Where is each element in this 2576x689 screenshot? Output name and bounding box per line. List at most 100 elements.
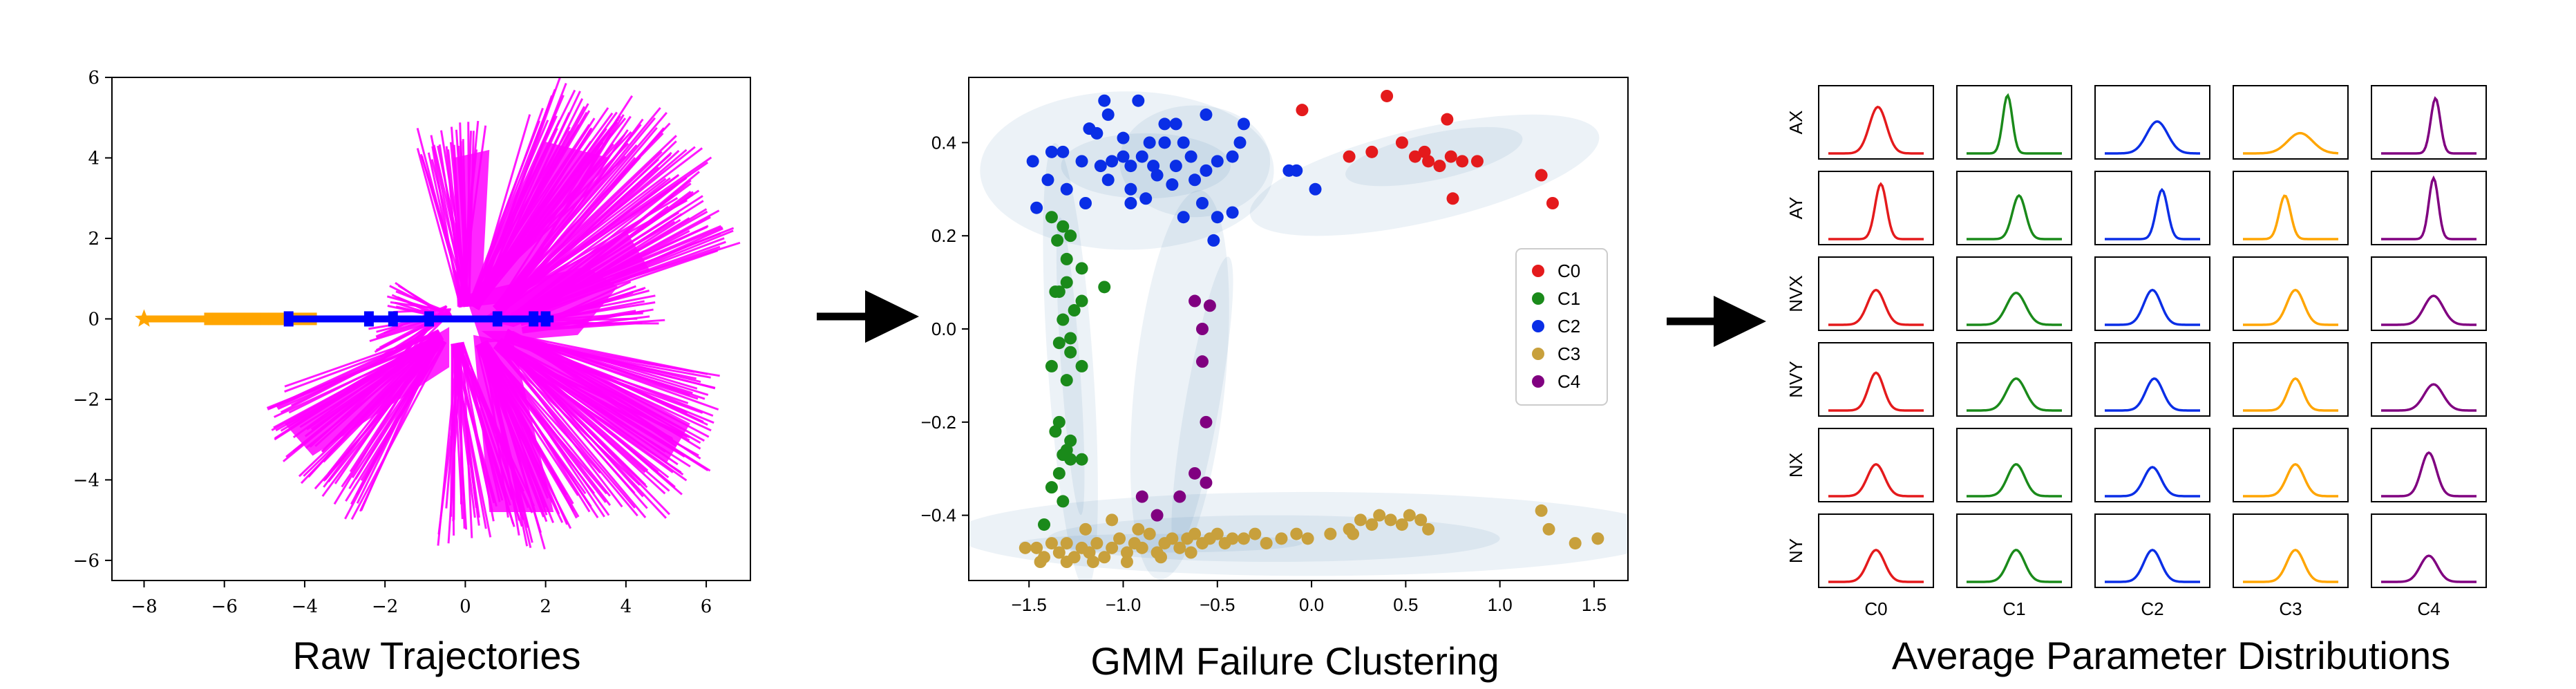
data-point-C0 xyxy=(1396,136,1408,149)
distribution-cell xyxy=(1957,86,2072,159)
raw-x-tick-label: −4 xyxy=(292,596,318,617)
distribution-cell xyxy=(2371,343,2486,416)
data-point-C2 xyxy=(1200,164,1212,177)
data-point-C2 xyxy=(1151,169,1164,182)
blue-trajectory-marker xyxy=(529,311,538,326)
data-point-C0 xyxy=(1441,113,1453,126)
legend-marker-C0 xyxy=(1532,265,1544,277)
data-point-C1 xyxy=(1064,453,1077,466)
trajectory-line xyxy=(451,344,453,517)
data-point-C3 xyxy=(1132,523,1144,536)
data-point-C4 xyxy=(1151,509,1164,522)
data-point-C1 xyxy=(1064,346,1077,359)
data-point-C2 xyxy=(1098,95,1110,107)
data-point-C2 xyxy=(1102,173,1115,186)
grid-row-label: NVY xyxy=(1786,361,1806,397)
distribution-cell xyxy=(1957,343,2072,416)
distribution-cell xyxy=(1957,428,2072,502)
data-point-C2 xyxy=(1158,117,1171,130)
data-point-C3 xyxy=(1347,528,1359,540)
orange-trajectory-marker xyxy=(268,312,276,325)
data-point-C1 xyxy=(1064,332,1077,344)
data-point-C2 xyxy=(1234,136,1247,149)
data-point-C3 xyxy=(1113,532,1126,545)
arrow-2 xyxy=(1667,296,1766,347)
legend-label-C0: C0 xyxy=(1557,261,1580,281)
distribution-cell-frame xyxy=(2233,86,2348,159)
data-point-C1 xyxy=(1068,304,1081,317)
distribution-cell-frame xyxy=(1957,86,2072,159)
orange-trajectory-marker xyxy=(261,312,269,325)
blue-trajectory-marker xyxy=(541,311,551,326)
gmm-x-tick-label: 1.5 xyxy=(1582,594,1607,615)
data-point-C3 xyxy=(1249,528,1261,540)
gmm-x-tick-label: −0.5 xyxy=(1200,594,1235,615)
data-point-C1 xyxy=(1045,211,1058,223)
data-point-C2 xyxy=(1227,151,1239,163)
data-point-C2 xyxy=(1170,117,1182,130)
raw-trajectories-caption: Raw Trajectories xyxy=(292,634,580,677)
raw-y-tick-label: 6 xyxy=(88,68,100,88)
orange-trajectory-marker xyxy=(212,312,220,325)
data-point-C2 xyxy=(1132,95,1144,107)
data-point-C2 xyxy=(1136,151,1148,163)
data-point-C4 xyxy=(1188,467,1201,480)
distribution-cell-frame xyxy=(2233,428,2348,502)
data-point-C0 xyxy=(1422,155,1434,167)
data-point-C3 xyxy=(1090,537,1103,549)
orange-trajectory-marker xyxy=(204,312,212,325)
distribution-cell-frame xyxy=(2371,428,2486,502)
data-point-C2 xyxy=(1188,173,1201,186)
data-point-C2 xyxy=(1124,160,1137,172)
data-point-C1 xyxy=(1061,374,1073,386)
data-point-C1 xyxy=(1098,281,1110,293)
data-point-C1 xyxy=(1045,360,1058,372)
data-point-C2 xyxy=(1095,160,1107,172)
distribution-cell-frame xyxy=(2095,257,2210,330)
legend-label-C4: C4 xyxy=(1557,371,1580,392)
data-point-C3 xyxy=(1290,528,1303,540)
distribution-cell xyxy=(2233,257,2348,330)
distribution-cell xyxy=(1819,428,1933,502)
raw-y-tick-label: −6 xyxy=(73,551,100,572)
data-point-C4 xyxy=(1200,476,1212,489)
data-point-C2 xyxy=(1177,211,1190,223)
gmm-y-tick-label: −0.4 xyxy=(921,505,956,526)
grid-column-label: C0 xyxy=(1864,598,1887,619)
raw-x-tick-label: 2 xyxy=(540,596,551,617)
arrow-2-head xyxy=(1714,296,1766,347)
distribution-cell-frame xyxy=(2371,86,2486,159)
distribution-cell xyxy=(2371,171,2486,245)
data-point-C0 xyxy=(1535,169,1548,182)
raw-y-tick-label: −2 xyxy=(73,390,100,410)
distribution-cell-frame xyxy=(2371,257,2486,330)
data-point-C2 xyxy=(1106,155,1118,167)
data-point-C2 xyxy=(1030,202,1043,214)
distribution-cell xyxy=(2095,514,2210,587)
data-point-C2 xyxy=(1076,155,1088,167)
data-point-C3 xyxy=(1238,532,1250,545)
data-point-C3 xyxy=(1543,523,1555,536)
data-point-C0 xyxy=(1343,151,1356,163)
data-point-C2 xyxy=(1041,173,1054,186)
data-point-C1 xyxy=(1061,253,1073,265)
data-point-C3 xyxy=(1275,532,1287,545)
data-point-C0 xyxy=(1445,151,1457,163)
data-point-C2 xyxy=(1207,234,1220,247)
data-point-C0 xyxy=(1546,197,1559,209)
orange-trajectory-marker xyxy=(228,312,236,325)
gmm-y-tick-label: 0.2 xyxy=(931,225,956,246)
data-point-C2 xyxy=(1166,178,1178,191)
gmm-x-tick-label: −1.0 xyxy=(1106,594,1141,615)
distribution-cell-frame xyxy=(1819,257,1933,330)
blue-trajectory-marker xyxy=(364,311,374,326)
arrow-1 xyxy=(817,290,919,343)
orange-trajectory-marker xyxy=(252,312,261,325)
distribution-cell-frame xyxy=(2095,171,2210,245)
data-point-C4 xyxy=(1200,416,1212,428)
